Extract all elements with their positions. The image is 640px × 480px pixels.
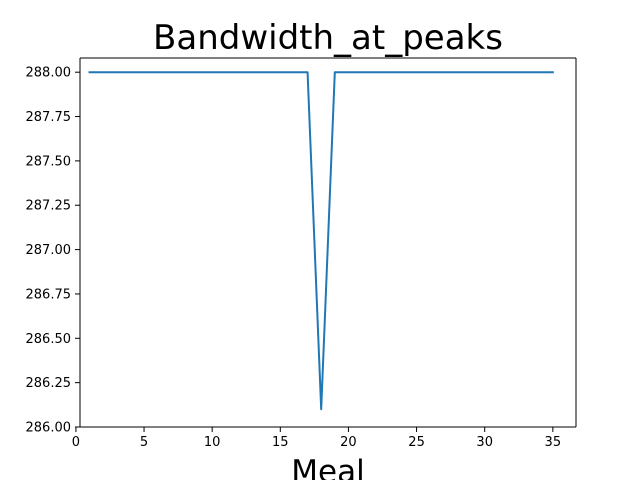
x-tick-label: 30 [476,435,493,450]
y-tick-label: 286.00 [26,421,72,436]
chart-title: Bandwidth_at_peaks [153,18,503,58]
y-tick-label: 288.00 [26,66,72,81]
plot-area: 0 5 10 15 20 25 30 35 286.00 286.25 286.50 286.75 28… [26,57,577,450]
y-tick-label: 287.75 [26,110,72,125]
y-tick-label: 287.00 [26,243,72,258]
x-tick-label: 20 [340,435,357,450]
series-line-0 [88,71,554,411]
x-tick-label: 0 [72,435,80,450]
x-axis-label: Meal [291,454,364,480]
y-tick-label: 286.25 [26,376,72,391]
y-tick-label: 287.25 [26,199,72,214]
x-tick-label: 10 [204,435,221,450]
x-tick-label: 15 [272,435,289,450]
x-tick-label: 25 [408,435,425,450]
x-tick-label: 5 [140,435,148,450]
y-tick-label: 286.75 [26,287,72,302]
y-tick-label: 287.50 [26,154,72,169]
y-tick-label: 286.50 [26,332,72,347]
x-tick-label: 35 [545,435,562,450]
